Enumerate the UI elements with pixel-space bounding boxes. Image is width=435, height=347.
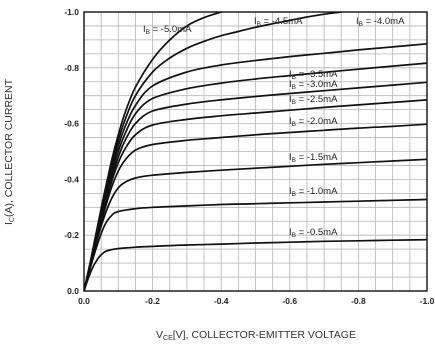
y-tick-label: -0.2 — [64, 230, 79, 240]
series-label: IB = -1.5mA — [289, 152, 338, 164]
y-tick-label: -1.0 — [64, 7, 79, 17]
x-axis-title: VCE[V], COLLECTOR-EMITTER VOLTAGE — [156, 329, 356, 342]
series-line — [84, 198, 427, 291]
series-label: IB = -3.5mA — [289, 69, 338, 81]
series-line — [84, 12, 222, 291]
grid — [84, 12, 427, 291]
x-tick-label: -0.4 — [214, 296, 229, 306]
y-tick-label: 0.0 — [67, 286, 79, 296]
series-line — [84, 123, 427, 291]
y-tick-label: -0.4 — [64, 174, 79, 184]
series-label: IB = -5.0mA — [143, 24, 192, 36]
series-label: IB = -3.0mA — [289, 79, 338, 91]
series-label: IB = -2.0mA — [289, 116, 338, 128]
series-label: IB = -1.0mA — [289, 186, 338, 198]
plot-frame — [83, 11, 428, 292]
series-line — [84, 158, 427, 291]
series-label: IB = -4.5mA — [254, 16, 303, 28]
x-tick-label: -0.2 — [145, 296, 160, 306]
series-label: IB = -0.5mA — [289, 227, 338, 239]
curves — [84, 12, 427, 291]
x-tick-label: -1.0 — [420, 296, 435, 306]
series-line — [84, 238, 427, 291]
series-label: IB = -2.5mA — [289, 94, 338, 106]
series-label: IB = -4.0mA — [356, 16, 405, 28]
x-tick-label: -0.8 — [351, 296, 366, 306]
y-axis-title: IC(A), COLLECTOR CURRENT — [3, 78, 16, 225]
curve-labels: IB = -0.5mA IB = -1.0mA IB = -1.5mA IB = -2… — [143, 16, 405, 239]
x-tick-label: 0.0 — [78, 296, 90, 306]
y-tick-label: -0.6 — [64, 119, 79, 129]
y-tick-label: -0.8 — [64, 63, 79, 73]
tick-labels: 0.0 -0.2 -0.4 -0.6 -0.8 -1.0 0.0 -0.2 -0.4 -0.6 -0… — [64, 7, 434, 306]
x-tick-label: -0.6 — [282, 296, 297, 306]
